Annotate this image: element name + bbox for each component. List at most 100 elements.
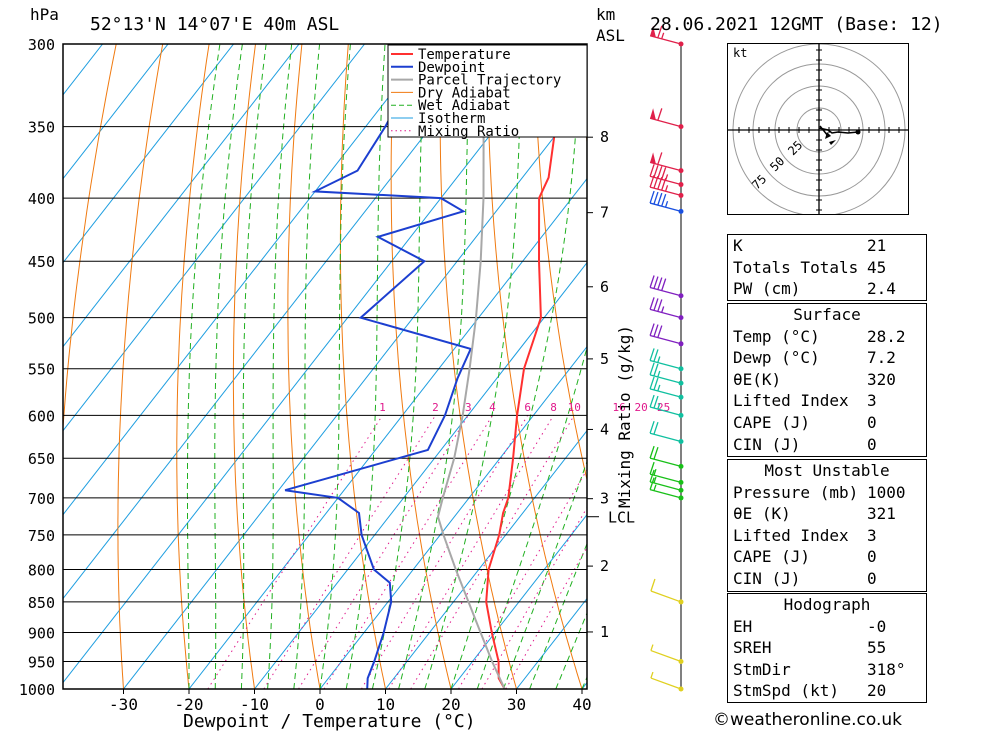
profiles xyxy=(284,44,563,689)
isotherm-line xyxy=(254,261,587,689)
height-km-label: 1 xyxy=(600,623,609,641)
wind-barb xyxy=(649,174,682,197)
surface-row: Dewp (°C) 7.2 xyxy=(728,347,926,369)
mixing-ratio-label: 1 xyxy=(379,401,386,414)
series-line-dewpoint xyxy=(284,44,473,689)
dry-adiabat-line xyxy=(339,44,386,689)
pressure-tick-label: 850 xyxy=(28,594,55,612)
mu-label: Lifted Index xyxy=(733,525,849,545)
mu-row: θE (K) 321 xyxy=(728,503,926,525)
mixing-ratio-line xyxy=(388,415,555,689)
index-row-totals: Totals Totals 45 xyxy=(728,257,926,279)
mu-value: 0 xyxy=(867,568,877,588)
barb-shaft xyxy=(649,388,682,398)
hodo-stat-label: EH xyxy=(733,616,753,636)
pressure-tick-label: 1000 xyxy=(19,681,55,699)
most-unstable-panel: Most Unstable Pressure (mb) 1000 θE (K) 32… xyxy=(727,459,927,592)
barb-half-flag xyxy=(650,644,654,651)
surface-value: 7.2 xyxy=(867,348,896,368)
barb-shaft xyxy=(650,590,682,603)
mixing-ratio-axis-title: Mixing Ratio (g/kg) xyxy=(615,325,634,508)
surface-label: θE(K) xyxy=(733,369,782,389)
surface-row: Temp (°C) 28.2 xyxy=(728,326,926,348)
surface-title: Surface xyxy=(793,305,861,324)
wind-barb xyxy=(649,190,682,212)
barb-shaft xyxy=(649,359,682,370)
series-line-parcel-trajectory xyxy=(436,44,506,689)
wind-barb xyxy=(649,469,682,491)
temperature-tick-label: -20 xyxy=(175,695,204,714)
barb-half-flag xyxy=(653,468,657,476)
barb-flag xyxy=(649,348,655,361)
temperature-tick-label: 40 xyxy=(572,695,591,714)
barb-flag xyxy=(649,362,655,376)
barb-flag xyxy=(649,469,655,483)
mixing-ratio-label: 2 xyxy=(432,401,439,414)
isotherm-line xyxy=(63,44,300,348)
surface-label: Lifted Index xyxy=(733,391,849,411)
wind-barb xyxy=(649,394,682,416)
pressure-tick-label: 550 xyxy=(28,361,55,379)
axes: -30 -20 -10 0 10 20 30 40 1 2 3 4 5 6 7 8 LCL 1 2 3 4 6 8 10 16 2… xyxy=(109,128,670,714)
barb-half-flag xyxy=(653,476,657,484)
barb-half-flag xyxy=(657,370,661,378)
pressure-tick-label: 450 xyxy=(28,253,55,271)
barb-shaft xyxy=(650,649,682,663)
legend-label: Isotherm xyxy=(418,111,485,127)
barb-shaft xyxy=(649,117,682,128)
hodo-stat-label: StmDir xyxy=(733,659,791,679)
index-label: Totals Totals xyxy=(733,257,859,277)
surface-label: CAPE (J) xyxy=(733,412,811,432)
barb-flag xyxy=(653,363,659,377)
wind-barb xyxy=(649,477,682,499)
mu-value: 0 xyxy=(867,547,877,567)
index-label: K xyxy=(733,236,743,255)
pressure-tick-label: 800 xyxy=(28,561,55,579)
pressure-tick-label: 950 xyxy=(28,654,55,672)
isotherm-line xyxy=(63,44,431,516)
height-km-label: 8 xyxy=(600,128,609,146)
surface-value: 0 xyxy=(867,434,877,454)
legend-label: Wet Adiabat xyxy=(418,98,511,114)
barb-half-flag xyxy=(661,306,665,313)
barb-half-flag xyxy=(657,402,661,410)
surface-row: CIN (J) 0 xyxy=(728,434,926,456)
surface-row: CAPE (J) 0 xyxy=(728,412,926,434)
surface-label: CIN (J) xyxy=(733,434,801,454)
barb-half-flag xyxy=(661,32,665,40)
dry-adiabat-line xyxy=(176,44,210,689)
mu-label: θE (K) xyxy=(733,504,791,524)
temperature-tick-label: 20 xyxy=(441,695,460,714)
wet-adiabat-line xyxy=(319,44,351,689)
wet-adiabat-line xyxy=(186,44,221,689)
wind-barb xyxy=(649,108,682,128)
pressure-tick-label: 400 xyxy=(28,190,55,208)
mixing-ratio-label: 16 xyxy=(613,401,626,414)
surface-row: Lifted Index 3 xyxy=(728,390,926,412)
hodo-stat-value: 20 xyxy=(867,681,887,701)
dry-adiabat-line xyxy=(287,44,321,689)
wind-barb xyxy=(649,164,682,186)
hodograph-stats-title: Hodograph xyxy=(783,595,871,614)
lcl-label: LCL xyxy=(608,509,635,527)
wet-adiabat-line xyxy=(345,44,386,689)
mixing-ratio-label: 3 xyxy=(465,401,472,414)
mu-row: CIN (J) 0 xyxy=(728,568,926,590)
index-value: 21 xyxy=(867,236,887,255)
barb-shaft xyxy=(649,334,682,345)
mu-label: CIN (J) xyxy=(733,568,801,588)
hodograph-trace xyxy=(818,127,859,134)
surface-value: 3 xyxy=(867,391,877,411)
legend-label: Parcel Trajectory xyxy=(418,73,561,89)
isotherm-line xyxy=(63,44,562,684)
barb-half-flag xyxy=(653,484,657,491)
wind-barb xyxy=(650,644,682,663)
wind-barb xyxy=(649,25,682,45)
barb-shaft xyxy=(649,481,682,491)
mixing-ratio-label: 4 xyxy=(489,401,496,414)
hodo-stat-row: EH -0 xyxy=(728,616,926,638)
barb-shaft xyxy=(649,406,682,416)
barb-flag xyxy=(649,477,655,490)
